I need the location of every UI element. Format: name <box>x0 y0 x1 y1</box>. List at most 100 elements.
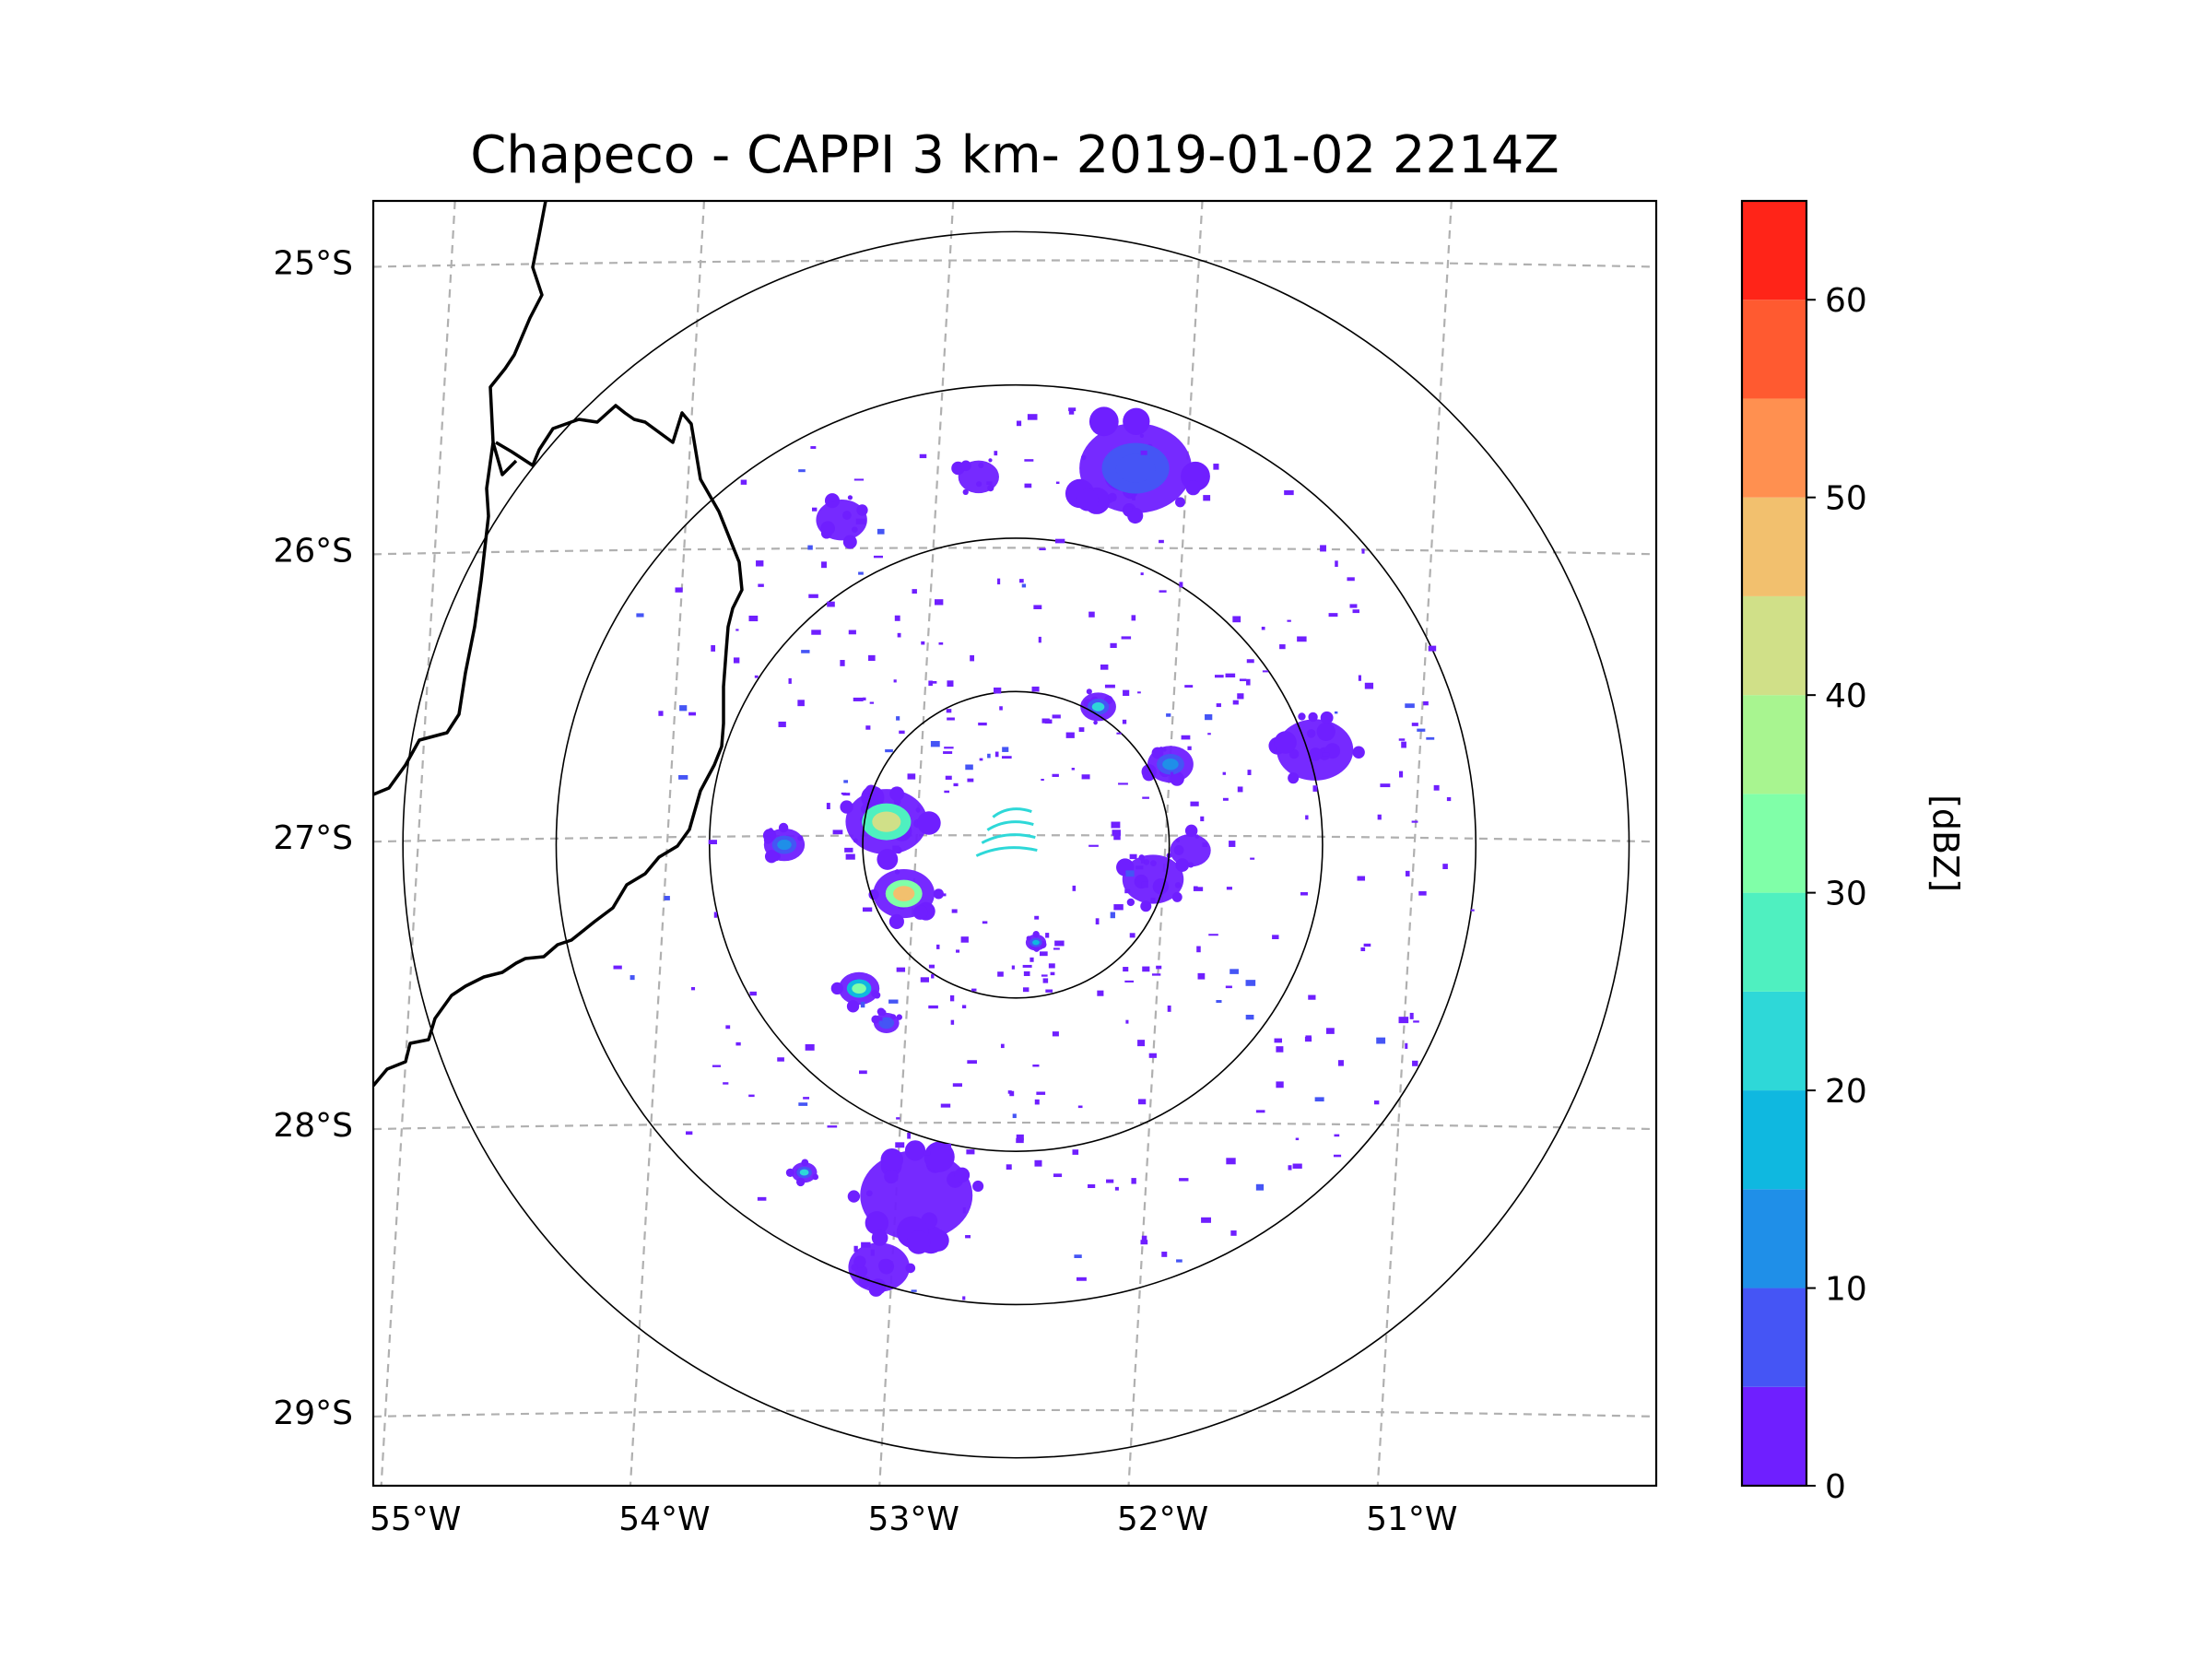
clutter-arc <box>981 833 1036 844</box>
echo-speckle <box>952 1083 962 1088</box>
echo-speckle <box>899 730 905 735</box>
echo-speckle <box>843 780 849 783</box>
echo-speckle <box>1349 604 1358 608</box>
echo-speckle <box>664 896 670 900</box>
echo-speckle <box>967 1060 977 1065</box>
echo-speckle <box>928 964 935 969</box>
echo-speckle <box>1052 773 1059 777</box>
lat-tick-label: 26°S <box>273 532 353 570</box>
echo-speckle <box>756 560 764 567</box>
echo-speckle <box>1166 713 1171 717</box>
echo-speckle <box>1032 1065 1040 1067</box>
echo-speckle <box>1201 1217 1211 1223</box>
colorbar-bin <box>1742 1288 1806 1387</box>
echo-speckle <box>1088 611 1095 618</box>
echo-speckle <box>1112 830 1121 836</box>
echo-speckle <box>1214 675 1224 678</box>
clutter-arc <box>986 820 1034 831</box>
echo-speckle <box>1226 1158 1236 1165</box>
echo-speckle <box>1034 915 1040 920</box>
lon-tick-label: 53°W <box>868 1500 959 1538</box>
echo-speckle <box>733 657 740 664</box>
echo-speckle <box>1470 909 1475 912</box>
colorbar-tick-label: 0 <box>1825 1468 1846 1506</box>
echo-speckle <box>749 991 757 996</box>
echo-speckle <box>1272 935 1279 940</box>
echo-speckle <box>1009 1090 1015 1097</box>
echo-speckle <box>1041 718 1050 724</box>
echo-speckle <box>1288 1165 1292 1171</box>
echo-speckle <box>1022 964 1032 968</box>
echo-speckle <box>1088 844 1099 847</box>
echo-speckle <box>1196 946 1201 953</box>
radar-echoes <box>762 406 1365 1297</box>
echo-speckle <box>1413 1020 1419 1023</box>
echo-speckle <box>1179 582 1183 588</box>
colorbar-bin <box>1742 201 1806 300</box>
echo-speckle <box>997 578 1001 585</box>
echo-speckle <box>945 775 952 780</box>
echo-speckle <box>931 974 935 979</box>
echo-speckle <box>1167 1005 1171 1012</box>
echo-speckle <box>832 830 843 835</box>
echo-speckle <box>940 1103 951 1108</box>
echo-speckle <box>735 1041 741 1046</box>
echo-speckle <box>1261 626 1265 630</box>
echo-speckle <box>1131 1178 1136 1184</box>
colorbar-ticks: 0 10 20 30 40 50 60 <box>1806 282 1867 1506</box>
echo-speckle <box>1141 1235 1147 1241</box>
echo-speckle <box>1113 833 1121 841</box>
echo-speckle <box>1137 691 1141 694</box>
echo-speckle <box>1131 615 1136 621</box>
echo-speckle <box>1357 876 1366 881</box>
colorbar-tick-label: 50 <box>1825 480 1867 518</box>
echo-speckle <box>1039 547 1046 551</box>
echo-speckle <box>865 725 871 730</box>
echo-speckle <box>979 758 983 761</box>
echo-speckle <box>1230 969 1239 974</box>
echo-speckle <box>1048 963 1055 969</box>
echo-speckle <box>1065 732 1075 738</box>
echo-speckle <box>930 740 940 747</box>
echo-speckle <box>861 1241 871 1248</box>
echo-speckle <box>1140 1240 1148 1245</box>
echo-band-south <box>847 1140 984 1254</box>
echo-speckle <box>1052 714 1061 719</box>
echo-speckle <box>1245 1014 1254 1020</box>
echo-speckle <box>1246 678 1251 686</box>
grid-line-lon <box>380 201 456 1486</box>
echo-speckle <box>1077 1105 1083 1109</box>
echo-speckle <box>1122 719 1127 724</box>
echo-speckle <box>1142 796 1149 799</box>
echo-band-south-2 <box>848 1230 916 1297</box>
echo-speckle <box>1398 738 1406 741</box>
lon-tick-label: 52°W <box>1117 1500 1208 1538</box>
echo-speckle <box>1124 888 1131 894</box>
echo-cell-west-small <box>762 822 806 864</box>
map-background <box>373 201 1656 1486</box>
echo-speckle <box>1159 539 1164 544</box>
grid-line-lon <box>1127 201 1204 1486</box>
echo-speckle <box>1187 746 1192 750</box>
echo-speckle <box>1124 506 1133 512</box>
echo-speckle <box>1399 771 1404 778</box>
echo-speckle <box>1225 985 1232 989</box>
grid-line-lon <box>629 201 706 1486</box>
echo-speckle <box>1129 933 1135 938</box>
echo-speckle <box>1156 965 1162 970</box>
colorbar-bin <box>1742 1090 1806 1190</box>
colorbar-bin <box>1742 794 1806 893</box>
echo-speckle <box>862 907 873 912</box>
echo-speckle <box>690 986 696 991</box>
echo-cluster-east <box>1268 711 1365 784</box>
echo-speckle <box>1125 1019 1129 1024</box>
echo-speckle <box>1200 816 1205 822</box>
echo-speckle <box>949 994 955 1002</box>
echo-speckle <box>1016 1134 1024 1141</box>
echo-scatter-n <box>951 458 999 496</box>
echo-speckle <box>1405 1042 1408 1049</box>
echo-speckle <box>808 594 818 598</box>
echo-speckle <box>1232 616 1241 623</box>
echo-speckle <box>1276 1081 1284 1088</box>
echo-speckle <box>1213 464 1219 470</box>
